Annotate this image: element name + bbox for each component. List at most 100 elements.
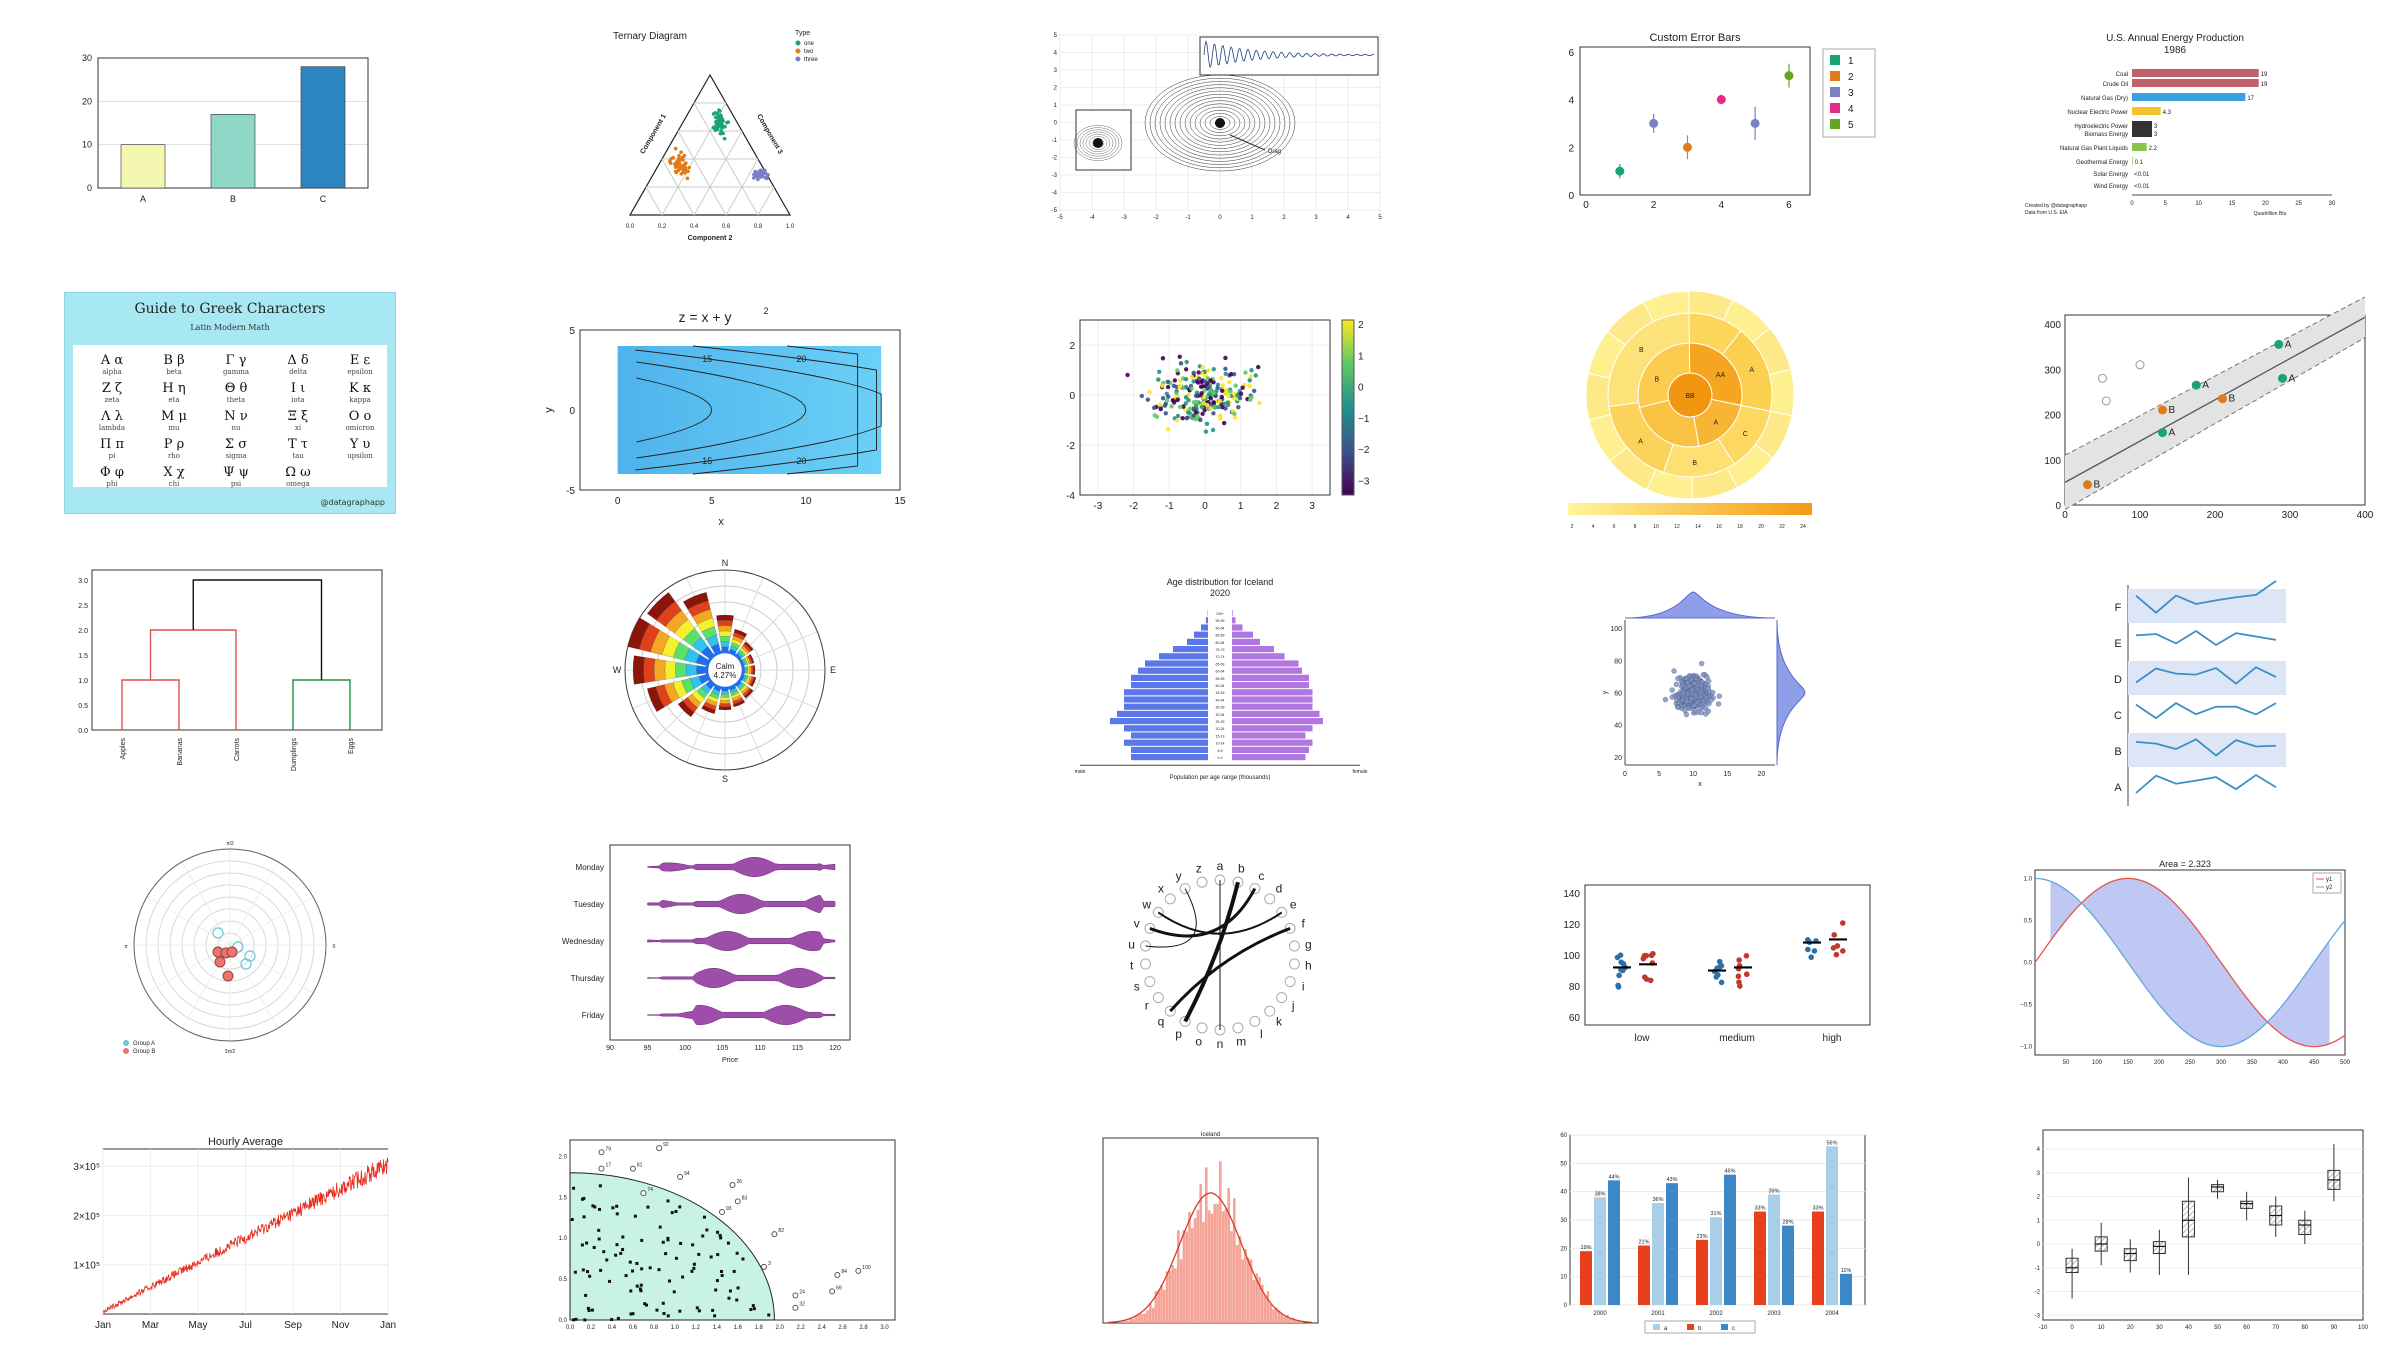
custom-error-bars-chart: Custom Error Bars 0 2 4 6 0 2 4 6 1 2 3 4 5 <box>1540 25 1880 215</box>
grid-spoke <box>181 861 231 946</box>
data-point <box>1743 971 1750 978</box>
greek-glyph: Μ μ <box>161 409 187 424</box>
regression-line <box>2064 316 2366 483</box>
data-point <box>1205 385 1211 391</box>
x-tick-label: 0 <box>2070 1325 2074 1331</box>
data-point <box>1713 974 1720 980</box>
point-label: 24 <box>799 1289 805 1295</box>
data-point <box>1694 699 1700 706</box>
inside-point <box>635 1284 639 1288</box>
greek-glyph: Ρ ρ <box>163 437 185 452</box>
node-label: x <box>1158 881 1164 895</box>
data-point <box>1145 397 1151 402</box>
inside-point <box>586 1306 590 1310</box>
age-group-label: 60-64 <box>1216 670 1225 674</box>
inside-point <box>751 1304 755 1308</box>
female-bar <box>1232 610 1233 617</box>
x-tick-label: 5 <box>709 496 715 507</box>
y-axis-label: y <box>543 407 555 413</box>
greek-letter-cell: Β β beta <box>139 353 209 376</box>
legend-swatch <box>1830 103 1840 113</box>
data-point <box>1243 370 1248 375</box>
x-tick-label: 115 <box>792 1045 803 1052</box>
greek-letter-cell: Ε ε epsilon <box>325 353 395 376</box>
female-bar <box>1232 638 1260 645</box>
histogram-bar <box>1294 1319 1298 1323</box>
hourly-line <box>102 1157 389 1314</box>
male-bar <box>1159 653 1208 660</box>
greek-name: nu <box>231 424 241 432</box>
inside-point <box>571 1318 575 1322</box>
y-tick-label: 1×10⁵ <box>73 1261 100 1272</box>
x-tick-label: 20 <box>2127 1325 2134 1331</box>
legend-frame <box>2312 872 2342 894</box>
windrose-segment <box>685 663 697 677</box>
histogram-bar <box>1252 1279 1256 1323</box>
bar <box>1652 1203 1664 1305</box>
credit-line: Data from U.S. EIA <box>2025 210 2068 216</box>
node-label: e <box>1290 897 1297 911</box>
legend-marker <box>795 48 801 54</box>
histogram-bar <box>1149 1303 1152 1323</box>
data-point <box>2278 373 2287 383</box>
bar-chart-abc-svg: 0 10 20 30 A B C <box>82 53 369 204</box>
annotation-label: Drag <box>1268 149 1281 155</box>
greek-letter-cell: Ν ν nu <box>201 409 271 432</box>
y-tick-label: -5 <box>566 486 575 497</box>
windrose-segment <box>718 706 732 711</box>
inside-point <box>735 1251 739 1255</box>
histogram-bar <box>1179 1259 1183 1323</box>
right-density <box>1776 619 1806 766</box>
data-point <box>668 161 673 165</box>
windrose-segment <box>744 666 747 674</box>
histogram-bar <box>1202 1221 1205 1323</box>
greek-name: alpha <box>102 368 122 376</box>
outer-ring <box>624 569 826 771</box>
data-point <box>1156 369 1162 375</box>
point-label: 83 <box>742 1195 748 1201</box>
x-tick-label: 2.0 <box>776 1325 785 1331</box>
x-tick-label: -3 <box>1121 215 1127 221</box>
data-point <box>1736 979 1742 986</box>
spiral-ring <box>1194 106 1246 140</box>
tick-label: 0.6 <box>722 224 731 230</box>
plot-frame <box>1079 319 1331 496</box>
greek-letter-cell: Γ γ gamma <box>201 353 271 376</box>
data-point <box>1160 356 1166 361</box>
ridge-line <box>2135 580 2277 614</box>
data-point <box>1257 400 1262 406</box>
spiral-ring <box>1199 109 1241 137</box>
greek-name: gamma <box>222 368 250 376</box>
confidence-band <box>2065 296 2365 510</box>
node-label: n <box>1217 1037 1224 1051</box>
circle-scatter-chart-svg: 79 92 17 81 74 94 26 83 93 3 24 84 69 100 32 82 0.0 0.2 0.… <box>559 1139 896 1331</box>
data-point <box>1735 973 1742 980</box>
outside-point <box>729 1182 736 1188</box>
spiral-ring <box>1209 116 1231 130</box>
inside-point <box>714 1288 718 1292</box>
histogram-bar <box>1272 1309 1275 1323</box>
point-label: 32 <box>799 1302 805 1308</box>
data-point <box>1692 680 1698 687</box>
value-label: 56% <box>1826 1140 1837 1146</box>
colorbar-tick-label: −3 <box>1358 476 1370 487</box>
legend-swatch <box>1830 87 1840 97</box>
greek-name: upsilon <box>347 452 373 460</box>
y-tick-label: 60 <box>1560 1133 1567 1139</box>
data-point <box>1618 959 1624 965</box>
ridge-line <box>2135 738 2277 757</box>
plot-frame <box>2064 314 2366 506</box>
x-tick-label: 2 <box>1282 215 1286 221</box>
greek-name: epsilon <box>347 368 373 376</box>
windrose-segment <box>627 617 650 650</box>
inside-point <box>598 1184 602 1188</box>
violin-shape <box>647 857 836 877</box>
histogram-bar <box>1157 1290 1160 1323</box>
legend-swatch <box>1721 1324 1728 1330</box>
chart-title: Area = 2.323 <box>2159 859 2211 869</box>
regression-band-chart: B B A A B A A 0 100 200 300 400 0 100 200 300 400 <box>2030 296 2374 530</box>
dendrogram-chart-svg: 0.0 0.5 1.0 1.5 2.0 2.5 3.0 Apples Bananas Carrot… <box>78 569 383 771</box>
value-label: 3 <box>2154 124 2158 130</box>
bar <box>1754 1211 1766 1305</box>
data-point <box>1199 379 1204 384</box>
